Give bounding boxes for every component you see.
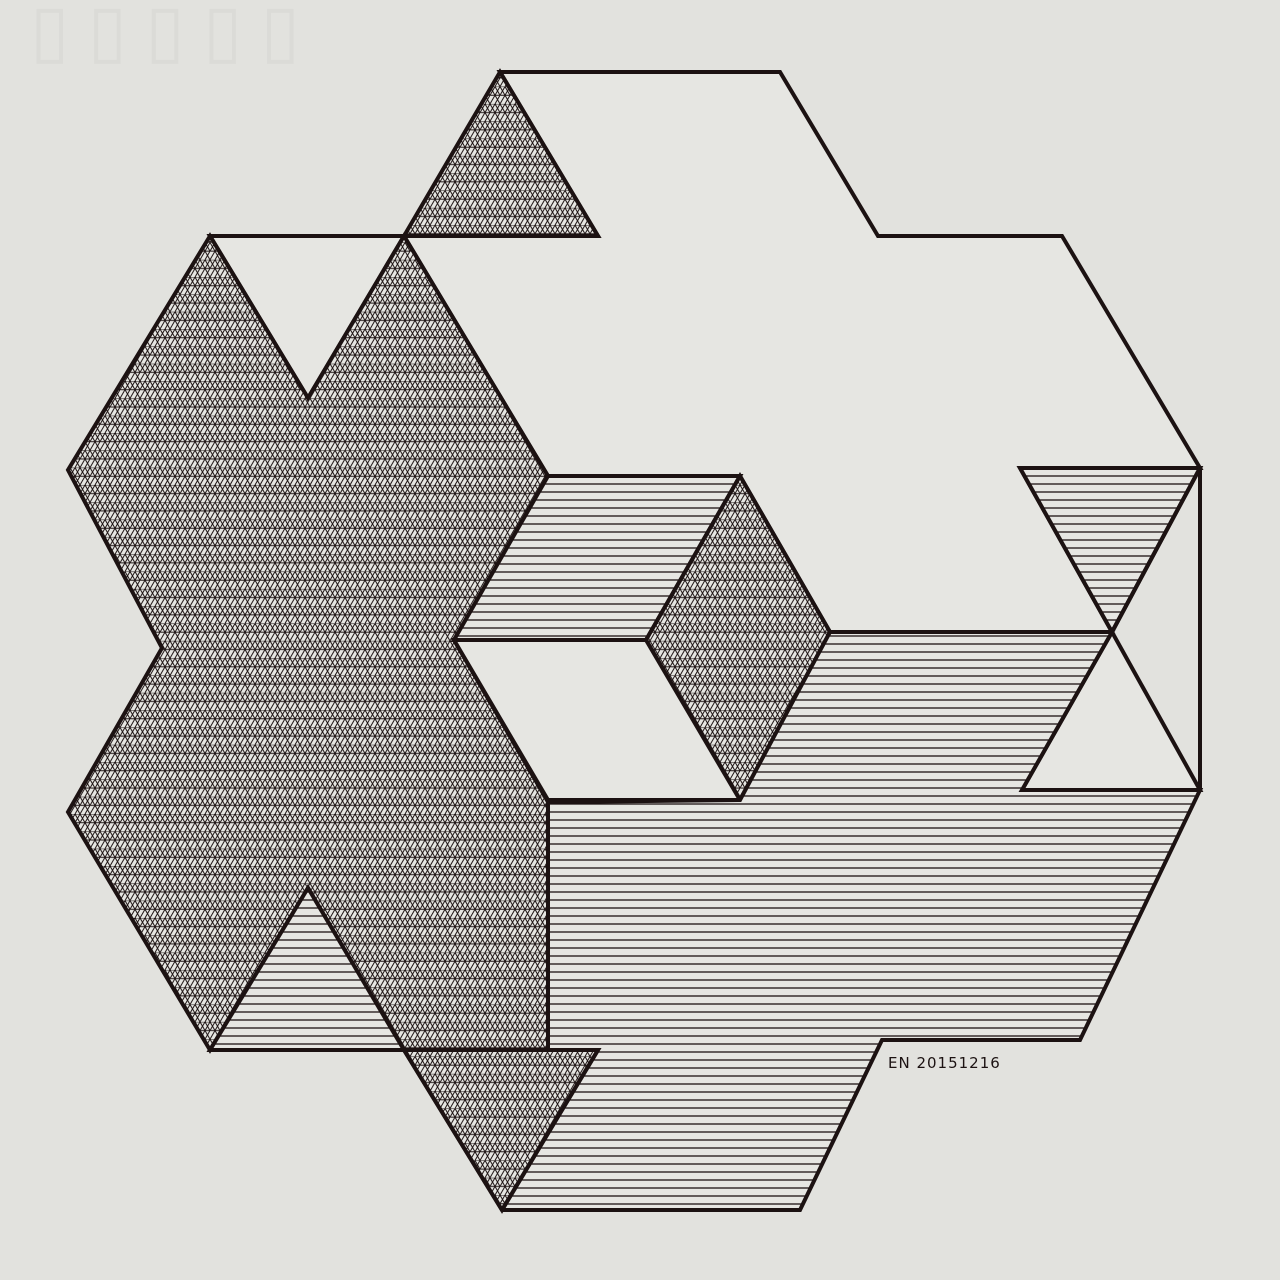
artist-signature: EN 20151216 <box>888 1054 1001 1072</box>
edge <box>1110 467 1202 633</box>
svg-text:▯▯▯▯▯: ▯▯▯▯▯ <box>30 0 318 72</box>
edge <box>500 1048 600 1212</box>
top-triangle <box>400 68 602 238</box>
lower-left-hatch-triangle <box>206 884 408 1052</box>
cube-assemblage <box>65 68 1204 1214</box>
